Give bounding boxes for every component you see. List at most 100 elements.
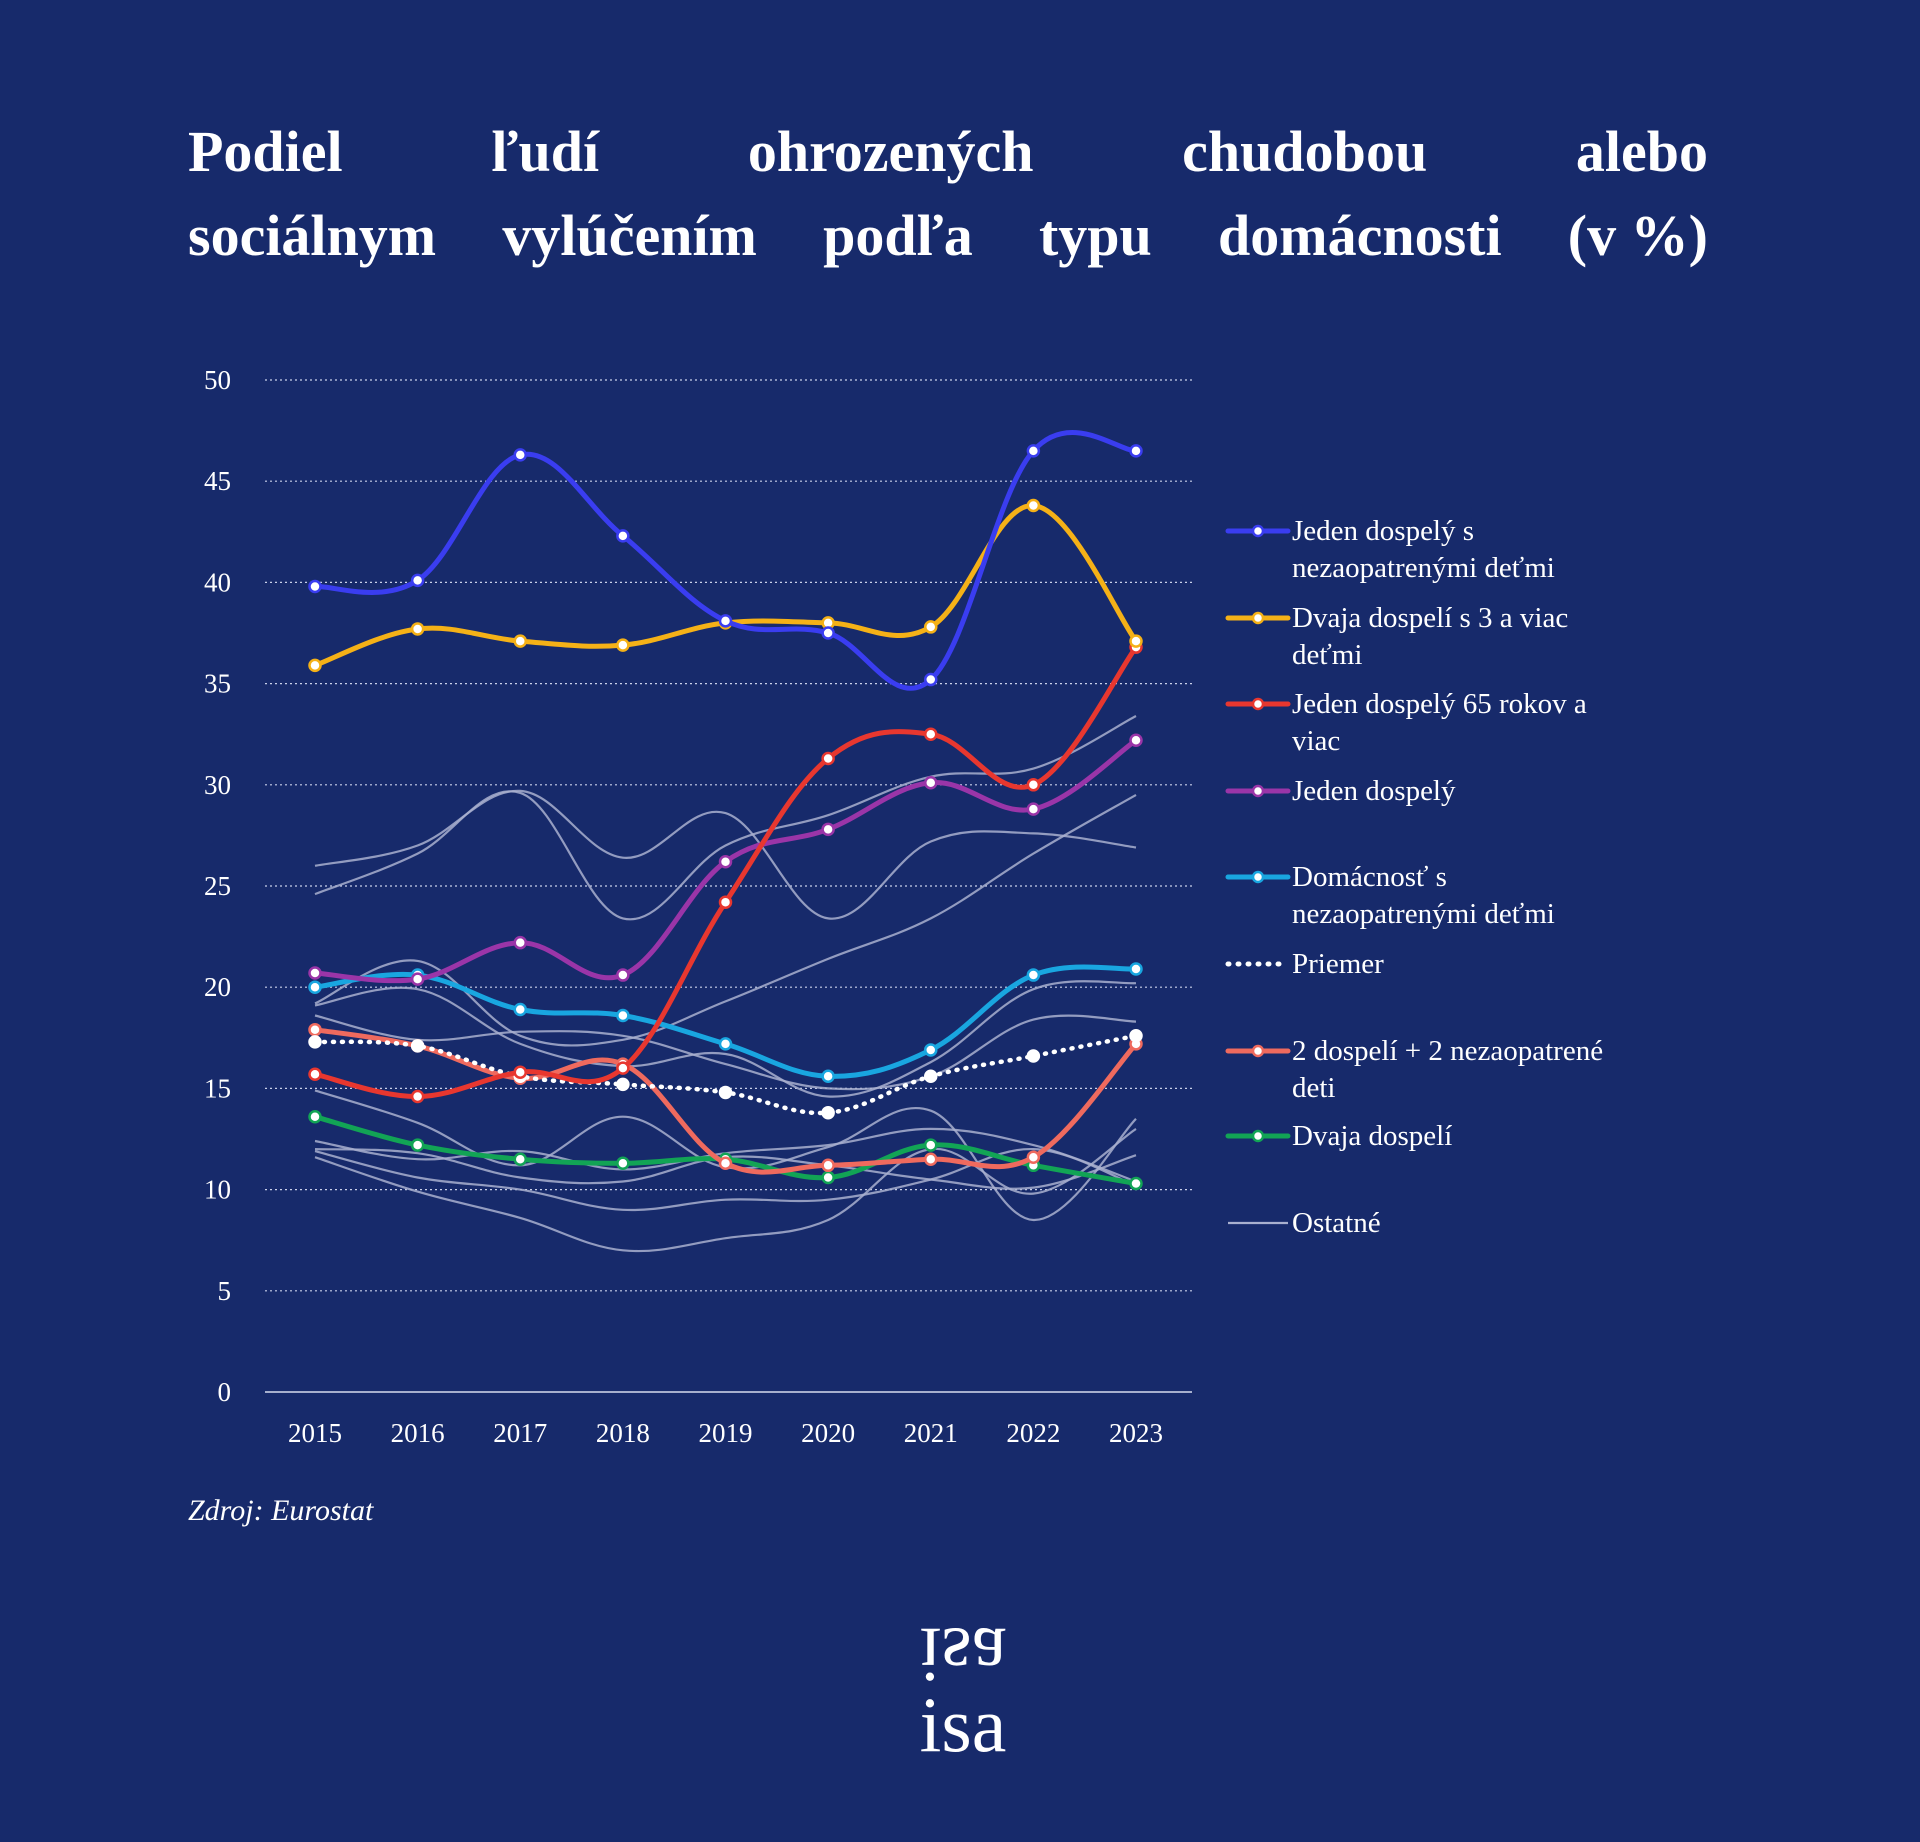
legend-item: Priemer	[1225, 948, 1384, 980]
data-point	[410, 573, 425, 588]
data-point	[1026, 802, 1041, 816]
data-point	[1026, 1049, 1041, 1063]
data-point	[821, 1170, 835, 1185]
data-point	[513, 448, 527, 462]
legend-marker	[1251, 611, 1265, 625]
title-word: typu	[1038, 203, 1152, 268]
data-point	[718, 895, 733, 909]
data-point	[821, 751, 835, 766]
data-point	[1026, 968, 1041, 982]
data-point	[718, 854, 733, 869]
series-line	[312, 964, 1139, 1079]
data-point	[308, 980, 322, 994]
data-point	[308, 1035, 322, 1049]
data-point	[924, 620, 938, 634]
data-point	[924, 776, 938, 790]
data-point	[308, 1109, 322, 1124]
data-point	[616, 638, 630, 652]
legend-label: Domácnosť s	[1292, 861, 1447, 893]
y-tick-label: 40	[204, 567, 231, 597]
x-tick-label: 2021	[904, 1418, 958, 1448]
data-point	[1026, 778, 1041, 792]
data-point	[924, 727, 938, 741]
data-point	[513, 1152, 527, 1166]
legend-label: Priemer	[1292, 948, 1384, 980]
data-point	[410, 972, 425, 986]
legend-label: Ostatné	[1292, 1207, 1381, 1239]
source-note: Zdroj: Eurostat	[188, 1494, 374, 1527]
series-line	[312, 430, 1139, 691]
title-word: chudobou	[1182, 119, 1428, 184]
data-point	[718, 1085, 733, 1100]
data-point	[410, 1089, 425, 1104]
series-group	[308, 1029, 1143, 1120]
series-group	[308, 430, 1143, 691]
data-point	[1129, 962, 1143, 976]
legend-item: Jeden dospelý 65 rokov a viac	[1225, 688, 1587, 757]
data-point	[308, 1022, 322, 1037]
legend-label: Jeden dospelý s	[1292, 515, 1474, 547]
data-point	[410, 622, 425, 636]
y-tick-label: 15	[204, 1073, 231, 1103]
data-point	[308, 658, 322, 673]
legend-label: viac	[1292, 725, 1340, 757]
data-point	[410, 1039, 425, 1053]
y-tick-label: 50	[204, 365, 231, 395]
series-group	[308, 498, 1143, 673]
data-point	[616, 529, 630, 543]
title-word: domácnosti	[1218, 203, 1502, 268]
other-series-line	[314, 1014, 1137, 1091]
other-series-line	[314, 1127, 1137, 1253]
chart-title: Podiel ľudí ohrozených chudobou alebo so…	[188, 110, 1708, 278]
data-point	[513, 634, 527, 648]
data-point	[821, 1158, 835, 1173]
data-point	[513, 1065, 527, 1079]
y-tick-label: 25	[204, 871, 231, 901]
legend-label: Dvaja dospelí	[1292, 1120, 1452, 1152]
legend-marker	[1251, 784, 1265, 798]
legend-label: nezaopatrenými deťmi	[1292, 898, 1555, 930]
title-word: podľa	[823, 203, 973, 268]
data-point	[1129, 634, 1143, 648]
other-series-line	[314, 1147, 1137, 1212]
legend-label: Dvaja dospelí s 3 a viac	[1292, 602, 1568, 634]
data-point	[821, 626, 835, 640]
y-tick-label: 30	[204, 770, 231, 800]
legend-label: deti	[1292, 1072, 1336, 1104]
isa-logo: isa isa	[898, 1612, 1028, 1764]
other-series-line	[314, 715, 1137, 921]
data-point	[616, 968, 630, 982]
y-tick-label: 45	[204, 466, 231, 496]
data-point	[1129, 444, 1143, 458]
data-point	[513, 1002, 527, 1017]
data-point	[821, 1105, 835, 1120]
legend-item: Dvaja dospelí s 3 a viac deťmi	[1225, 602, 1568, 671]
title-word: alebo	[1575, 119, 1708, 184]
title-line-1: Podiel ľudí ohrozených chudobou alebo	[188, 110, 1708, 194]
data-point	[1026, 1150, 1041, 1164]
data-point	[924, 1138, 938, 1152]
data-point	[616, 1077, 630, 1092]
y-tick-label: 0	[218, 1377, 232, 1407]
data-point	[1129, 1029, 1143, 1043]
title-word: (v %)	[1567, 203, 1708, 268]
legend-item: Jeden dospelý s nezaopatrenými deťmi	[1225, 515, 1555, 584]
data-point	[410, 1138, 425, 1152]
legend-marker	[1251, 870, 1265, 884]
x-tick-label: 2016	[391, 1418, 445, 1448]
title-word: ľudí	[491, 119, 600, 184]
legend-marker	[1251, 524, 1265, 538]
data-point	[1129, 733, 1143, 748]
series-line	[312, 644, 1139, 1100]
legend: Jeden dospelý s nezaopatrenými deťmi Dvaja…	[1225, 515, 1603, 1239]
series-line	[312, 502, 1139, 668]
legend-marker	[1251, 1044, 1265, 1058]
x-tick-label: 2017	[493, 1418, 547, 1448]
legend-label: Jeden dospelý	[1292, 775, 1456, 807]
series-group	[308, 640, 1143, 1104]
data-point	[513, 935, 527, 950]
legend-label: nezaopatrenými deťmi	[1292, 552, 1555, 584]
y-tick-label: 35	[204, 669, 231, 699]
series-group	[308, 733, 1143, 986]
